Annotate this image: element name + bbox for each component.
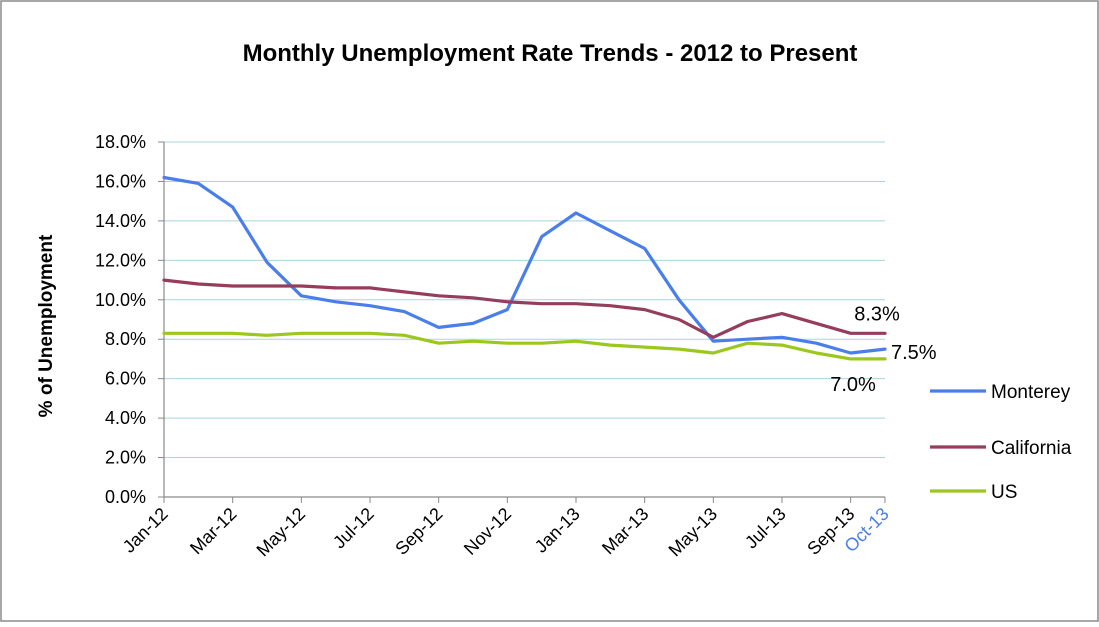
legend-entry: Monterey bbox=[991, 382, 1071, 403]
axes bbox=[158, 141, 886, 503]
y-tick-label: 14.0% bbox=[95, 211, 146, 231]
data-label: 7.5% bbox=[891, 342, 937, 364]
y-tick-label: 4.0% bbox=[105, 408, 146, 428]
y-tick-label: 2.0% bbox=[105, 448, 146, 468]
legend-entry: California bbox=[991, 438, 1072, 459]
y-tick-labels: 0.0% 2.0% 4.0% 6.0% 8.0% 10.0% 12.0% 14.0% 16.0%… bbox=[95, 132, 146, 507]
series-line-us bbox=[162, 331, 887, 361]
legend: Monterey California US bbox=[930, 382, 1072, 503]
data-label: 8.3% bbox=[854, 303, 900, 325]
y-tick-label: 0.0% bbox=[105, 487, 146, 507]
series-lines bbox=[162, 175, 887, 361]
legend-entry: US bbox=[991, 482, 1017, 503]
y-tick-label: 18.0% bbox=[95, 132, 146, 152]
y-tick-label: 10.0% bbox=[95, 290, 146, 310]
y-tick-label: 12.0% bbox=[95, 250, 146, 270]
series-line-california bbox=[162, 278, 887, 339]
y-tick-label: 16.0% bbox=[95, 171, 146, 191]
chart-title: Monthly Unemployment Rate Trends - 2012 … bbox=[243, 40, 858, 67]
y-tick-label: 8.0% bbox=[105, 329, 146, 349]
gridlines bbox=[164, 141, 885, 459]
data-label: 7.0% bbox=[830, 374, 876, 396]
data-labels: 8.3% 7.5% 7.0% bbox=[830, 303, 937, 396]
y-tick-label: 6.0% bbox=[105, 369, 146, 389]
series-line-monterey bbox=[162, 175, 887, 355]
y-axis-label: % of Unemployment bbox=[36, 234, 57, 417]
